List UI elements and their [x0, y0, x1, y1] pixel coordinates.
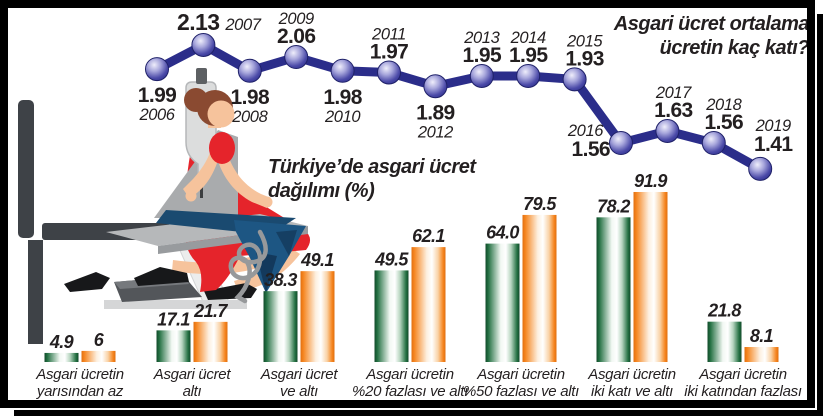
bar-green-0 — [44, 352, 79, 362]
line-node-2013 — [469, 63, 494, 88]
value-label-2010: 1.98 — [323, 86, 362, 109]
year-label-2006: 2006 — [138, 106, 175, 124]
bar-orange-3 — [411, 247, 446, 362]
bar-category-label-0: Asgari ücretin yarısından az — [36, 366, 124, 400]
value-label-2012: 1.89 — [416, 101, 454, 124]
value-label-2015: 1.93 — [565, 47, 603, 70]
line-node-2016 — [609, 131, 633, 156]
bar-value-green-6: 21.8 — [707, 301, 741, 321]
bar-value-green-5: 78.2 — [597, 196, 630, 216]
bar-category-label-3: Asgari ücretin %20 fazlası ve altı — [351, 366, 469, 400]
pedal-platform — [104, 300, 247, 309]
bar-value-orange-1: 21.7 — [193, 301, 228, 321]
woman-head — [184, 88, 235, 128]
bar-orange-6 — [744, 347, 779, 362]
year-label-2012: 2012 — [417, 123, 453, 141]
shoe-icon — [64, 272, 110, 292]
line-node-2006 — [145, 57, 169, 82]
bar-category-label-5: Asgari ücretin iki katı ve altı — [588, 366, 676, 400]
value-label-2014: 1.95 — [509, 44, 548, 67]
bar-green-5 — [596, 217, 631, 362]
bar-orange-1 — [193, 321, 228, 362]
line-node-2014 — [516, 63, 541, 88]
bar-green-4 — [485, 243, 520, 362]
value-label-2006: 1.99 — [138, 84, 176, 107]
value-label-2019: 1.41 — [754, 133, 793, 156]
year-label-2009: 2009 — [278, 10, 314, 28]
value-label-2016: 1.56 — [572, 138, 610, 161]
bar-orange-0 — [81, 350, 116, 362]
year-label-2008: 2008 — [231, 108, 268, 126]
value-label-2017: 1.63 — [654, 99, 692, 122]
line-node-2011 — [377, 60, 401, 85]
year-label-2014: 2014 — [510, 29, 546, 47]
bar-value-orange-3: 62.1 — [412, 226, 445, 246]
line-node-2018 — [701, 131, 726, 156]
year-label-2017: 2017 — [655, 84, 692, 102]
value-label-2009: 2.06 — [277, 25, 315, 48]
value-label-2007: 2.13 — [177, 9, 219, 35]
bar-value-green-4: 64.0 — [486, 223, 519, 243]
value-label-2008: 1.98 — [231, 86, 270, 109]
line-node-2019 — [748, 156, 773, 181]
bar-category-label-2: Asgari ücret ve altı — [260, 366, 338, 400]
bar-category-label-4: Asgari ücretin %50 fazlası ve altı — [462, 366, 580, 400]
value-label-2013: 1.95 — [463, 44, 502, 67]
line-node-2007 — [191, 33, 216, 57]
value-label-2011: 1.97 — [370, 41, 408, 64]
line-node-2017 — [655, 119, 680, 143]
bar-value-orange-5: 91.9 — [634, 171, 667, 191]
bar-green-3 — [374, 270, 409, 362]
year-label-2019: 2019 — [755, 117, 791, 135]
year-label-2015: 2015 — [566, 32, 603, 50]
line-node-2015 — [562, 67, 587, 92]
year-label-2018: 2018 — [705, 96, 742, 114]
bar-value-orange-2: 49.1 — [300, 250, 334, 270]
bar-value-green-1: 17.1 — [157, 309, 190, 329]
bar-value-orange-4: 79.5 — [523, 194, 557, 214]
bar-orange-4 — [522, 214, 557, 362]
line-node-2010 — [330, 58, 355, 83]
value-label-2018: 1.56 — [705, 111, 743, 134]
bar-value-orange-0: 6 — [94, 330, 105, 350]
fabric-drape — [156, 210, 306, 293]
frame-shadow-bottom — [14, 410, 823, 416]
bar-value-green-0: 4.9 — [49, 332, 74, 352]
year-label-2016: 2016 — [567, 122, 604, 140]
bar-value-orange-6: 8.1 — [750, 326, 774, 346]
power-cord — [228, 229, 268, 304]
line-chart-title: Asgari ücret ortalama ücretin kaç katı? — [613, 13, 810, 59]
bar-value-green-2: 38.3 — [264, 270, 297, 290]
chair — [18, 100, 170, 344]
bar-green-6 — [707, 321, 742, 362]
year-label-2013: 2013 — [463, 29, 500, 47]
bar-chart-title: Türkiye’de asgari ücret dağılımı (%) — [268, 156, 476, 202]
year-label-2010: 2010 — [324, 108, 361, 126]
line-node-2008 — [237, 58, 262, 83]
bar-orange-5 — [633, 191, 668, 362]
year-label-2011: 2011 — [371, 26, 406, 44]
frame-shadow-right — [817, 14, 823, 410]
line-node-2009 — [284, 45, 309, 70]
bar-green-1 — [156, 330, 191, 362]
year-label-2007: 2007 — [224, 16, 261, 34]
bar-orange-2 — [300, 271, 335, 362]
bar-green-2 — [263, 291, 298, 362]
bar-value-green-3: 49.5 — [374, 249, 409, 269]
woman-arms — [183, 132, 273, 208]
bar-category-label-6: Asgari ücretin iki katından fazlası — [684, 366, 802, 400]
bar-category-label-1: Asgari ücret altı — [153, 366, 231, 400]
line-node-2012 — [423, 74, 448, 99]
frame-border — [0, 0, 815, 408]
